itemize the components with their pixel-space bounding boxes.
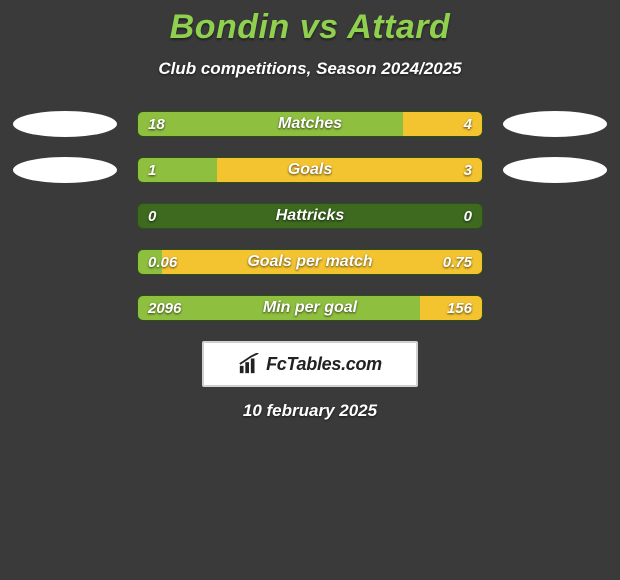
stat-label: Hattricks [138,204,482,228]
right-marker [503,111,607,137]
bar-left-fill [138,296,420,320]
ellipse-icon [503,157,607,183]
brand-text: FcTables.com [266,354,382,375]
subtitle: Club competitions, Season 2024/2025 [0,59,620,79]
ellipse-icon [13,157,117,183]
bar-right-fill [217,158,482,182]
stat-row: 13Goals [0,157,620,183]
stat-bar: 184Matches [137,111,483,137]
right-marker [503,295,607,321]
page-title: Bondin vs Attard [0,8,620,47]
ellipse-icon [13,111,117,137]
left-marker [13,157,117,183]
bar-left-fill [138,250,162,274]
stat-bar: 13Goals [137,157,483,183]
bar-right-fill [162,250,482,274]
stat-rows: 184Matches 13Goals 0 0Hattricks 0.060.75Goal… [0,111,620,321]
bar-right-fill [403,112,482,136]
left-marker [13,111,117,137]
brand-chart-icon [238,353,260,375]
stat-bar: 0 0Hattricks [137,203,483,229]
stat-row: 2096156Min per goal [0,295,620,321]
stat-row: 184Matches [0,111,620,137]
right-value: 0 [464,204,472,228]
stat-bar: 2096156Min per goal [137,295,483,321]
date-text: 10 february 2025 [0,401,620,421]
left-marker [13,295,117,321]
stat-bar: 0.060.75Goals per match [137,249,483,275]
comparison-card: Bondin vs Attard Club competitions, Seas… [0,0,620,421]
left-marker [13,203,117,229]
stat-row: 0 0Hattricks [0,203,620,229]
bar-left-fill [138,158,217,182]
left-marker [13,249,117,275]
right-marker [503,203,607,229]
bar-left-fill [138,112,403,136]
brand-badge[interactable]: FcTables.com [202,341,418,387]
right-marker [503,157,607,183]
ellipse-icon [503,111,607,137]
bar-right-fill [420,296,482,320]
left-value: 0 [148,204,156,228]
right-marker [503,249,607,275]
stat-row: 0.060.75Goals per match [0,249,620,275]
